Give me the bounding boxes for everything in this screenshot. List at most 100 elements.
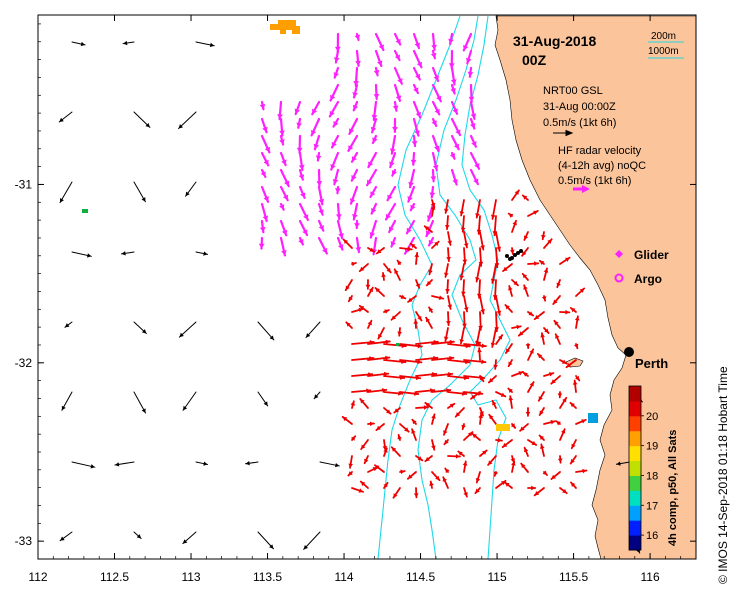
current-vector: [431, 471, 441, 482]
current-vector: [260, 134, 271, 154]
current-vector: [447, 402, 456, 409]
current-vector: [279, 202, 285, 211]
current-vector: [413, 318, 419, 329]
colorbar-tick-label: 18: [646, 470, 658, 482]
current-vector: [347, 134, 359, 152]
current-vector: [71, 41, 86, 47]
perth-marker: [624, 347, 634, 357]
colorbar-band: [629, 520, 641, 536]
current-vector: [374, 32, 385, 52]
current-vector: [367, 355, 391, 361]
current-vector: [114, 461, 135, 467]
current-vector: [442, 423, 449, 436]
current-vector: [390, 446, 401, 457]
current-vector: [521, 194, 529, 201]
current-vector: [64, 321, 73, 328]
current-vector: [429, 185, 436, 199]
current-vector: [133, 391, 147, 414]
current-vector: [507, 212, 514, 218]
current-vector: [408, 168, 416, 189]
current-vector: [259, 219, 266, 234]
current-vector: [383, 407, 392, 415]
current-vector: [315, 151, 322, 162]
current-vector: [527, 261, 540, 266]
current-vector: [457, 450, 465, 457]
current-vector: [415, 279, 421, 289]
current-vector: [552, 295, 561, 306]
current-vector: [543, 372, 555, 377]
colorbar-tick-label: 20: [646, 411, 658, 423]
current-vector: [350, 400, 356, 409]
current-vector: [412, 66, 421, 81]
current-vector: [431, 134, 440, 153]
model-legend-time: 31-Aug 00:00Z: [543, 101, 616, 113]
current-vector: [371, 134, 378, 145]
current-vector: [411, 134, 418, 148]
current-vector: [391, 168, 397, 177]
current-vector: [399, 359, 423, 365]
x-tick-label: 112.5: [100, 570, 129, 584]
current-vector: [431, 66, 440, 83]
current-vector: [178, 321, 197, 338]
current-vector: [543, 419, 556, 425]
current-vector: [373, 66, 380, 77]
current-vector: [392, 487, 401, 499]
contour-1000m: [377, 15, 461, 559]
current-vector: [424, 401, 433, 409]
radar-legend-arrow: [573, 185, 590, 193]
current-vector: [259, 100, 266, 111]
current-vector: [350, 435, 357, 441]
sst-patch-yellow: [496, 424, 510, 431]
model-legend-arrow: [553, 129, 574, 137]
current-vector: [370, 202, 378, 215]
current-vector: [351, 487, 364, 493]
current-vector: [195, 41, 215, 48]
current-vector: [431, 117, 438, 127]
current-vector: [541, 295, 547, 302]
current-vector: [449, 151, 456, 160]
current-vector: [333, 49, 340, 64]
colorbar-tick-label: 19: [646, 441, 658, 453]
current-vector: [447, 453, 461, 459]
current-vector: [298, 185, 306, 199]
current-vector: [573, 343, 579, 350]
current-vector: [59, 181, 73, 204]
current-vector: [533, 311, 545, 321]
current-vector: [396, 259, 402, 266]
current-vector: [559, 487, 568, 495]
current-vector: [365, 279, 371, 290]
radar-legend-title: HF radar velocity: [558, 145, 642, 157]
current-vector: [443, 263, 449, 278]
current-vector: [493, 359, 498, 370]
current-vector: [538, 434, 545, 441]
current-vector: [359, 398, 369, 409]
glider-track: [505, 249, 523, 261]
current-vector: [294, 100, 302, 116]
current-vector: [412, 100, 422, 119]
model-legend-title: NRT00 GSL: [543, 85, 603, 97]
current-vector: [525, 343, 531, 350]
current-vector: [310, 117, 321, 137]
current-vector: [557, 391, 563, 399]
current-vector: [195, 251, 209, 256]
current-vector: [425, 279, 433, 287]
current-vector: [298, 219, 309, 237]
colorbar-band: [629, 400, 641, 417]
current-vector: [383, 481, 389, 489]
current-vector: [409, 242, 417, 249]
current-vector: [431, 295, 445, 300]
current-vector: [495, 295, 502, 316]
current-vector: [260, 151, 270, 167]
current-vector: [328, 100, 340, 118]
current-vector: [185, 181, 197, 197]
current-vector: [245, 461, 259, 466]
current-vector: [279, 151, 287, 167]
current-vector: [373, 83, 380, 101]
current-vector: [527, 311, 535, 317]
current-vector: [450, 83, 456, 95]
y-tick-label: -33: [15, 534, 33, 548]
current-vector: [444, 199, 449, 214]
current-vector: [538, 259, 545, 266]
x-tick-label: 115: [487, 570, 506, 584]
current-vector: [527, 210, 539, 217]
